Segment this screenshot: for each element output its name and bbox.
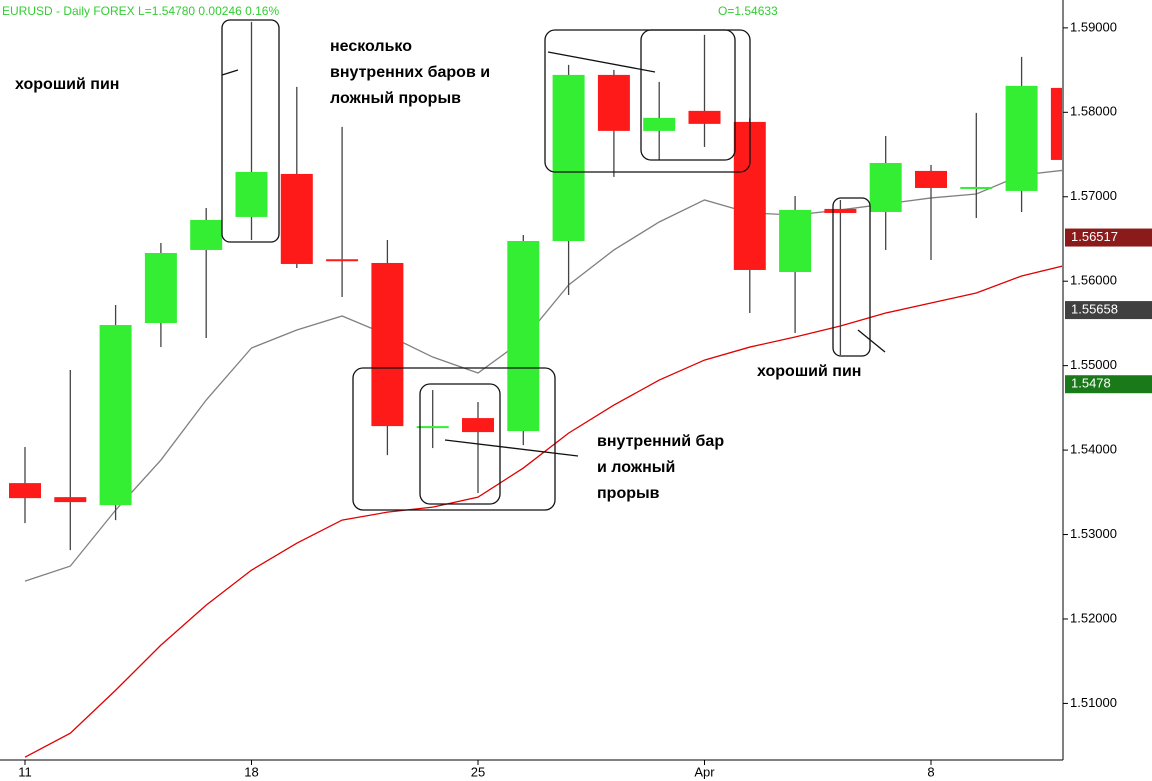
candle-body (326, 259, 359, 262)
candle-body (280, 173, 313, 264)
annotation: прорыв (597, 485, 660, 502)
y-tick-label: 1.52000 (1070, 610, 1117, 625)
candle-body (643, 117, 676, 131)
annotation-box (419, 383, 501, 505)
y-tick-label: 1.51000 (1070, 695, 1117, 710)
connector (857, 329, 886, 353)
annotation: внутренний бар (597, 433, 724, 450)
connector (221, 69, 239, 76)
annotation-box (221, 19, 280, 243)
annotation-box (352, 367, 556, 511)
candle-body (144, 252, 177, 323)
candle-body (688, 110, 721, 124)
x-tick-label: 25 (471, 764, 485, 779)
annotation: внутренних баров и (330, 64, 490, 81)
candle-body (9, 483, 41, 499)
x-tick-label: 18 (244, 764, 258, 779)
candle-body (779, 209, 812, 272)
y-tick-label: 1.57000 (1070, 188, 1117, 203)
price-label-box (1065, 228, 1152, 247)
price-label: 1.5478 (1071, 376, 1111, 391)
y-tick-label: 1.56000 (1070, 273, 1117, 288)
annotation: ложный прорыв (330, 90, 461, 107)
annotation-shapes (221, 19, 886, 511)
candle-body (1050, 87, 1062, 160)
header-text: O=1.54633 (718, 4, 778, 18)
y-tick-label: 1.58000 (1070, 104, 1117, 119)
candle-body (462, 418, 494, 433)
price-label: 1.56517 (1071, 229, 1118, 244)
annotation: и ложный (597, 459, 675, 476)
connector (547, 51, 656, 73)
x-tick-label: Apr (694, 764, 715, 779)
candle-body (54, 497, 87, 503)
candle-body (507, 241, 540, 432)
header-text: EURUSD - Daily FOREX L=1.54780 0.00246 0… (2, 4, 279, 18)
y-tick-label: 1.59000 (1070, 19, 1117, 34)
price-label-box (1065, 301, 1152, 320)
x-tick-label: 11 (18, 764, 32, 779)
candle-body (824, 208, 857, 213)
price-label-box (1065, 375, 1152, 394)
candle-body (1005, 85, 1038, 191)
candle-body (597, 74, 630, 131)
candle-body (235, 171, 268, 217)
candle-body (960, 186, 993, 189)
candle-body (416, 426, 449, 429)
candle-body (915, 170, 947, 188)
y-tick-label: 1.55000 (1070, 357, 1117, 372)
annotation-box (640, 29, 736, 161)
price-label: 1.55658 (1071, 302, 1118, 317)
x-tick-label: 8 (927, 764, 934, 779)
candle-body (869, 162, 902, 212)
candle-body (371, 262, 404, 427)
annotation: хороший пин (757, 363, 861, 380)
annotation: хороший пин (15, 76, 119, 93)
annotation: несколько (330, 38, 412, 55)
line-series (24, 265, 1062, 758)
y-tick-label: 1.53000 (1070, 526, 1117, 541)
annotation-box (832, 197, 871, 357)
candle-body (99, 325, 132, 506)
connector (444, 439, 579, 457)
candle-body (552, 74, 585, 242)
y-tick-label: 1.54000 (1070, 442, 1117, 457)
candle-body (190, 219, 223, 250)
plot (9, 21, 1062, 758)
